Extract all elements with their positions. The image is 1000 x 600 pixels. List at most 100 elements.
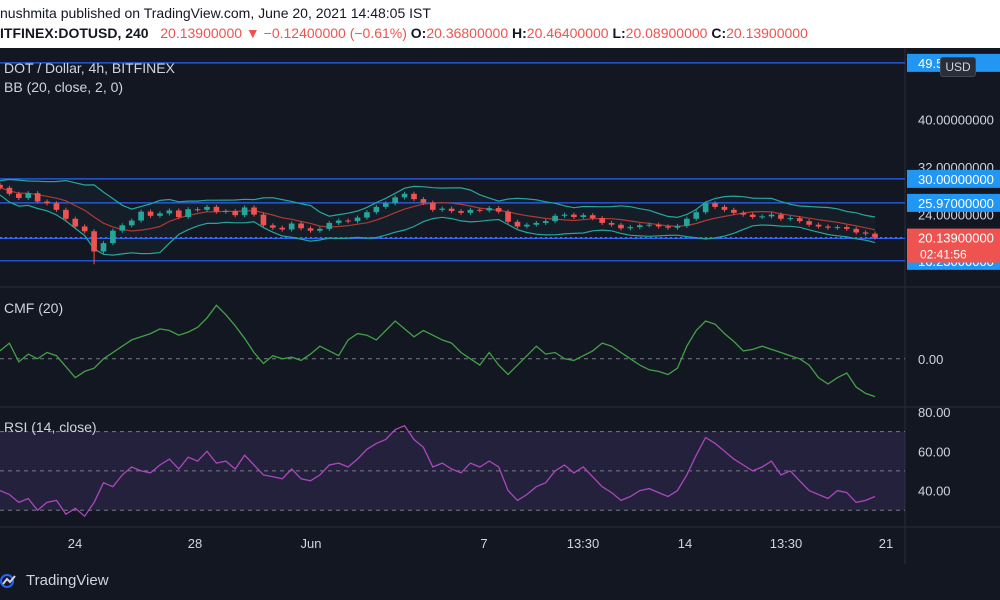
candle-body [185,209,191,217]
bb-fill [0,179,875,256]
candle-body [345,220,351,222]
candle-body [787,218,794,220]
symbol-ticker[interactable]: ITFINEX:DOTUSD, 240 [0,25,149,41]
candle-body [702,203,709,213]
candle-body [138,211,144,221]
candle-body [15,193,22,198]
candle-body [0,184,3,188]
level-tag [907,193,1000,212]
time-tick-label: 13:30 [567,536,600,551]
bb-basis-line [0,187,876,232]
candle-body [288,223,295,230]
candle-body [429,202,436,210]
candle-body [335,220,342,223]
candle-body [740,212,747,215]
candle-body [166,210,173,214]
candle-body [439,208,446,210]
candle-body [684,218,690,226]
candles [0,182,878,265]
bollinger-bands [0,178,876,256]
candle-body [608,222,615,225]
footer: TradingView [0,564,1000,600]
candle-body [806,221,812,225]
candle-body [749,214,756,217]
candle-body [25,193,32,198]
rsi-indicator-label[interactable]: RSI (14, close) [4,419,97,435]
candle-body [53,203,60,210]
candle-body [495,208,502,212]
bb-upper-line [0,178,876,219]
level-tag [907,169,1000,188]
tradingview-name: TradingView [26,572,109,589]
candle-body [222,211,229,213]
cmf-line [0,304,876,398]
candle-body [72,218,79,227]
candle-body [364,212,370,218]
currency-chip[interactable]: USD [940,57,976,77]
candle-body [721,206,728,210]
candle-body [251,207,257,215]
candle-body [552,215,558,222]
cmf-pane [0,304,876,398]
candle-body [665,226,671,228]
time-tick-label: 21 [879,536,893,551]
last-price: 20.13900000 [160,25,243,41]
candle-body [646,224,653,226]
candle-body [81,226,88,232]
open-label: O: [410,25,427,41]
open-value: 20.36800000 [426,25,509,41]
countdown-timer: 02:41:56 [920,248,967,262]
time-tick-label: 28 [188,536,202,551]
candle-body [825,226,831,228]
tradingview-brand[interactable]: TradingView [0,572,109,589]
candle-body [458,211,464,213]
candle-body [298,223,304,229]
bb-indicator-label[interactable]: BB (20, close, 2, 0) [4,79,123,95]
candle-body [279,227,286,230]
candle-body [561,214,568,216]
cmf-tick-label: 0.00 [918,352,943,367]
candle-body [110,230,116,244]
candle-body [411,193,417,200]
candle-body [213,206,220,212]
cmf-indicator-label[interactable]: CMF (20) [4,300,63,316]
candle-body [862,232,869,234]
bb-lower-line [0,194,876,256]
candle-body [571,214,577,217]
high-label: H: [512,25,527,41]
candle-body [524,224,530,227]
candle-body [317,228,323,231]
time-tick-label: 24 [68,536,82,551]
candle-body [872,233,878,238]
candle-body [91,231,97,252]
candle-body [636,225,643,228]
rsi-tick-label: 80.00 [918,405,951,420]
candle-body [34,193,41,202]
candle-body [354,217,361,222]
chart-text: DOT / Dollar, 4h, BITFINEX BB (20, close… [4,60,176,435]
candle-body [731,209,737,213]
candle-body [759,216,765,218]
candle-body [392,197,398,204]
candle-body [514,221,521,227]
level-tag-text: 30.00000000 [918,172,994,187]
chart-canvas[interactable]: 40.0000000032.0000000024.0000000049.5030… [0,48,1000,564]
time-tick-label: 14 [678,536,692,551]
candle-body [796,218,803,222]
candle-body [834,227,841,229]
candle-body [542,221,549,223]
candle-body [599,218,605,223]
price-change: −0.12400000 (−0.61%) [263,25,407,41]
candle-body [326,222,333,229]
last-price-tag [907,228,1000,263]
candle-body [373,206,380,213]
candle-body [467,209,474,213]
candle-body [204,206,210,210]
candle-body [270,225,276,228]
candle-body [618,224,624,229]
candle-body [6,187,13,194]
candle-body [533,222,540,225]
close-value: 20.13900000 [726,25,808,41]
candle-body [589,215,596,219]
candle-body [194,209,201,211]
